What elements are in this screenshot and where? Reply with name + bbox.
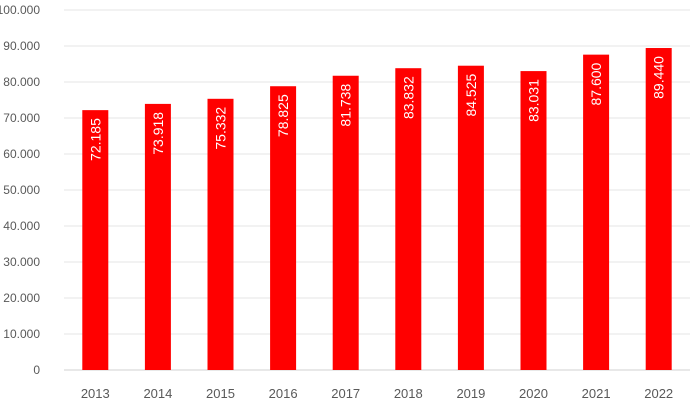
x-tick-label-2019: 2019: [456, 386, 485, 401]
x-tick-label-2018: 2018: [394, 386, 423, 401]
data-label-2018: 83.832: [400, 76, 416, 119]
data-label-2021: 87.600: [588, 62, 604, 105]
x-axis-ticks: 2013 2014 2015 2016 2017 2018 2019 2020 2021 2022: [81, 386, 673, 401]
y-tick-label: 30.000: [3, 255, 40, 269]
data-label-2014: 73.918: [150, 112, 166, 155]
data-label-2019: 84.525: [463, 74, 479, 117]
y-tick-label: 10.000: [3, 327, 40, 341]
data-label-2016: 78.825: [275, 94, 291, 137]
bars: [82, 48, 672, 371]
x-tick-label-2014: 2014: [143, 386, 172, 401]
data-label-2013: 72.185: [87, 118, 103, 161]
bar-2020: [520, 71, 547, 370]
bar-2017: [332, 75, 359, 371]
bar-2014: [144, 103, 171, 370]
y-tick-label: 70.000: [3, 111, 40, 125]
bar-2013: [82, 110, 109, 370]
y-tick-label: 0: [33, 363, 40, 377]
bar-2016: [270, 86, 297, 370]
data-label-2015: 75.332: [213, 107, 229, 150]
y-tick-label: 60.000: [3, 147, 40, 161]
x-tick-label-2021: 2021: [582, 386, 611, 401]
data-labels: 72.185 73.918 75.332 78.825 81.738 83.832 84.5…: [87, 56, 666, 161]
data-label-2017: 81.738: [338, 84, 354, 127]
x-tick-label-2015: 2015: [206, 386, 235, 401]
bar-2018: [395, 68, 422, 370]
y-tick-label: 40.000: [3, 219, 40, 233]
y-tick-label: 90.000: [3, 39, 40, 53]
y-tick-label: 50.000: [3, 183, 40, 197]
x-tick-label-2016: 2016: [269, 386, 298, 401]
bar-2022: [645, 48, 672, 371]
x-tick-label-2013: 2013: [81, 386, 110, 401]
y-tick-label: 80.000: [3, 75, 40, 89]
x-tick-label-2022: 2022: [644, 386, 673, 401]
bar-2021: [583, 54, 610, 370]
data-label-2022: 89.440: [651, 56, 667, 99]
y-tick-label: 20.000: [3, 291, 40, 305]
bar-2019: [457, 65, 484, 371]
bar-2015: [207, 98, 234, 370]
x-tick-label-2017: 2017: [331, 386, 360, 401]
y-axis-ticks: 0 10.000 20.000 30.000 40.000 50.000 60.000 70.…: [0, 3, 40, 377]
data-label-2020: 83.031: [526, 79, 542, 122]
y-tick-label: 100.000: [0, 3, 40, 17]
x-tick-label-2020: 2020: [519, 386, 548, 401]
